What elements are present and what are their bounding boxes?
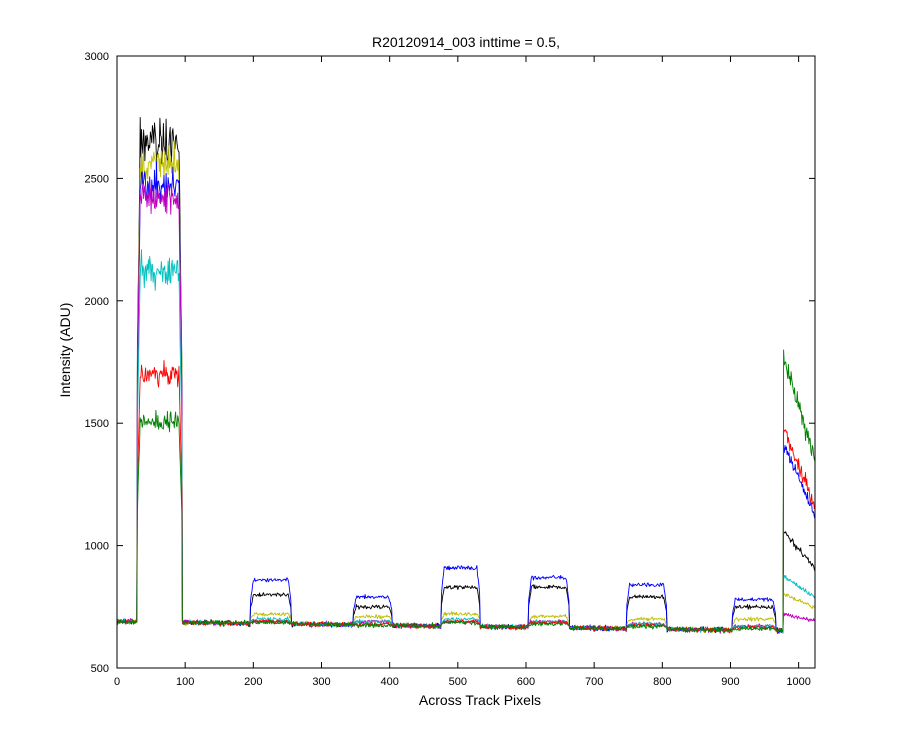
x-tick-label: 300 (312, 676, 330, 688)
series-line-6 (116, 359, 816, 635)
y-tick-label: 3000 (85, 51, 109, 63)
x-tick-label: 900 (721, 676, 739, 688)
y-tick-label: 1500 (85, 418, 109, 430)
y-tick-label: 2000 (85, 296, 109, 308)
plot-frame (116, 55, 816, 669)
y-tick-label: 500 (91, 663, 109, 675)
x-tick-label: 1000 (786, 676, 810, 688)
x-tick-label: 400 (380, 676, 398, 688)
x-tick-label: 0 (114, 676, 120, 688)
x-axis-label: Across Track Pixels (419, 692, 541, 708)
y-tick-label: 1000 (85, 541, 109, 553)
ticks-layer: 0 100 200 300 400 500 600 700 800 900 1000 500 1000 1… (85, 51, 815, 688)
y-tick-label: 2500 (85, 173, 109, 185)
chart-title: R20120914_003 inttime = 0.5, (372, 34, 560, 50)
x-tick-label: 100 (176, 676, 194, 688)
x-tick-label: 700 (585, 676, 603, 688)
x-tick-label: 800 (653, 676, 671, 688)
x-tick-label: 500 (449, 676, 467, 688)
series-layer (116, 117, 816, 635)
x-tick-label: 600 (517, 676, 535, 688)
x-tick-label: 200 (244, 676, 262, 688)
series-line-7 (116, 349, 816, 634)
y-axis-label: Intensity (ADU) (57, 303, 73, 398)
